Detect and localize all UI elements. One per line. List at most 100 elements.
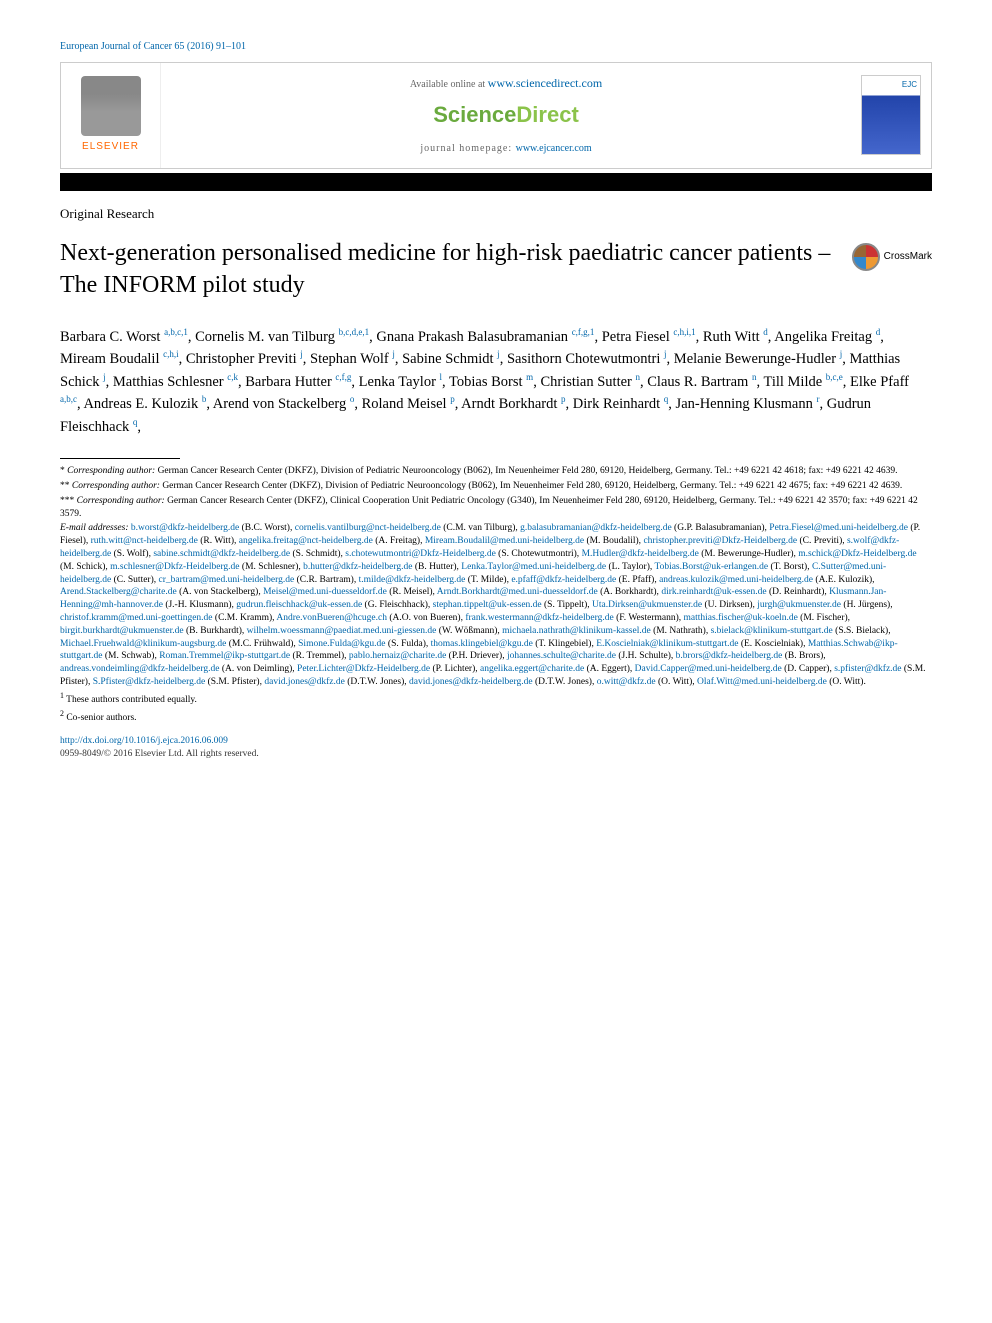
author[interactable]: Cornelis M. van Tilburg b,c,d,e,1 bbox=[195, 329, 369, 345]
email-link[interactable]: b.brors@dkfz-heidelberg.de bbox=[676, 651, 783, 661]
header-center: Available online at www.sciencedirect.co… bbox=[161, 63, 851, 168]
elsevier-label: ELSEVIER bbox=[82, 140, 139, 154]
email-link[interactable]: s.pfister@dkfz.de bbox=[834, 664, 901, 674]
email-link[interactable]: johannes.schulte@charite.de bbox=[507, 651, 616, 661]
author[interactable]: Barbara C. Worst a,b,c,1 bbox=[60, 329, 188, 345]
author[interactable]: Stephan Wolf j bbox=[310, 351, 395, 367]
email-link[interactable]: andreas.kulozik@med.uni-heidelberg.de bbox=[659, 575, 813, 585]
email-link[interactable]: dirk.reinhardt@uk-essen.de bbox=[661, 587, 766, 597]
email-link[interactable]: t.milde@dkfz-heidelberg.de bbox=[359, 575, 466, 585]
email-link[interactable]: michaela.nathrath@klinikum-kassel.de bbox=[502, 626, 651, 636]
divider-bar bbox=[60, 173, 932, 191]
author[interactable]: Tobias Borst m bbox=[449, 374, 533, 390]
homepage-link[interactable]: www.ejcancer.com bbox=[516, 143, 592, 154]
email-link[interactable]: angelika.freitag@nct-heidelberg.de bbox=[239, 536, 373, 546]
emails-block: E-mail addresses: b.worst@dkfz-heidelber… bbox=[60, 522, 932, 689]
author[interactable]: Melanie Bewerunge-Hudler j bbox=[674, 351, 842, 367]
author[interactable]: Claus R. Bartram n bbox=[647, 374, 756, 390]
email-link[interactable]: Uta.Dirksen@ukmuenster.de bbox=[592, 600, 702, 610]
email-link[interactable]: s.bielack@klinikum-stuttgart.de bbox=[711, 626, 833, 636]
email-link[interactable]: matthias.fischer@uk-koeln.de bbox=[684, 613, 798, 623]
email-link[interactable]: pablo.hernaiz@charite.de bbox=[349, 651, 446, 661]
author[interactable]: Ruth Witt d bbox=[703, 329, 768, 345]
email-link[interactable]: christopher.previti@Dkfz-Heidelberg.de bbox=[643, 536, 797, 546]
journal-cover[interactable] bbox=[851, 63, 931, 168]
email-link[interactable]: cr_bartram@med.uni-heidelberg.de bbox=[159, 575, 295, 585]
footnotes-divider bbox=[60, 458, 180, 459]
email-link[interactable]: Tobias.Borst@uk-erlangen.de bbox=[654, 562, 768, 572]
email-link[interactable]: ruth.witt@nct-heidelberg.de bbox=[91, 536, 198, 546]
author[interactable]: Christian Sutter n bbox=[540, 374, 640, 390]
email-link[interactable]: Simone.Fulda@kgu.de bbox=[298, 639, 385, 649]
elsevier-logo[interactable]: ELSEVIER bbox=[61, 63, 161, 168]
author[interactable]: Petra Fiesel c,h,i,1 bbox=[602, 329, 696, 345]
authors-list: Barbara C. Worst a,b,c,1, Cornelis M. va… bbox=[60, 326, 932, 438]
email-link[interactable]: s.chotewutmontri@Dkfz-Heidelberg.de bbox=[345, 549, 496, 559]
email-link[interactable]: e.pfaff@dkfz-heidelberg.de bbox=[511, 575, 616, 585]
email-link[interactable]: david.jones@dkfz.de bbox=[264, 677, 345, 687]
email-link[interactable]: S.Pfister@dkfz-heidelberg.de bbox=[93, 677, 206, 687]
author[interactable]: Arndt Borkhardt p bbox=[461, 396, 565, 412]
email-link[interactable]: b.hutter@dkfz-heidelberg.de bbox=[303, 562, 412, 572]
author[interactable]: Miream Boudalil c,h,i bbox=[60, 351, 179, 367]
author[interactable]: Andreas E. Kulozik b bbox=[83, 396, 206, 412]
author[interactable]: Dirk Reinhardt q bbox=[573, 396, 669, 412]
email-link[interactable]: Peter.Lichter@Dkfz-Heidelberg.de bbox=[297, 664, 430, 674]
email-link[interactable]: Arndt.Borkhardt@med.uni-duesseldorf.de bbox=[437, 587, 598, 597]
author[interactable]: Gnana Prakash Balasubramanian c,f,g,1 bbox=[376, 329, 594, 345]
author[interactable]: Sabine Schmidt j bbox=[402, 351, 500, 367]
email-link[interactable]: M.Hudler@dkfz-heidelberg.de bbox=[582, 549, 699, 559]
author[interactable]: Arend von Stackelberg o bbox=[213, 396, 355, 412]
email-link[interactable]: angelika.eggert@charite.de bbox=[480, 664, 584, 674]
email-link[interactable]: Lenka.Taylor@med.uni-heidelberg.de bbox=[461, 562, 606, 572]
crossmark-badge[interactable]: CrossMark bbox=[852, 243, 932, 271]
author[interactable]: Barbara Hutter c,f,g bbox=[245, 374, 351, 390]
email-link[interactable]: sabine.schmidt@dkfz-heidelberg.de bbox=[153, 549, 290, 559]
email-link[interactable]: Roman.Tremmel@ikp-stuttgart.de bbox=[159, 651, 290, 661]
author[interactable]: Matthias Schlesner c,k bbox=[113, 374, 238, 390]
sciencedirect-link[interactable]: www.sciencedirect.com bbox=[488, 76, 603, 90]
email-link[interactable]: Olaf.Witt@med.uni-heidelberg.de bbox=[697, 677, 827, 687]
email-link[interactable]: Meisel@med.uni-duesseldorf.de bbox=[263, 587, 387, 597]
crossmark-icon bbox=[852, 243, 880, 271]
email-link[interactable]: b.worst@dkfz-heidelberg.de bbox=[131, 523, 239, 533]
email-link[interactable]: Petra.Fiesel@med.uni-heidelberg.de bbox=[769, 523, 908, 533]
email-link[interactable]: Michael.Fruehwald@klinikum-augsburg.de bbox=[60, 639, 226, 649]
author[interactable]: Lenka Taylor l bbox=[359, 374, 442, 390]
doi-link[interactable]: http://dx.doi.org/10.1016/j.ejca.2016.06… bbox=[60, 736, 228, 746]
email-link[interactable]: stephan.tippelt@uk-essen.de bbox=[433, 600, 542, 610]
corresponding-note: * Corresponding author: German Cancer Re… bbox=[60, 465, 932, 478]
email-link[interactable]: birgit.burkhardt@ukmuenster.de bbox=[60, 626, 184, 636]
author[interactable]: Christopher Previti j bbox=[186, 351, 303, 367]
footnotes: * Corresponding author: German Cancer Re… bbox=[60, 465, 932, 725]
available-online: Available online at www.sciencedirect.co… bbox=[161, 75, 851, 92]
sciencedirect-logo[interactable]: ScienceDirect bbox=[161, 100, 851, 131]
email-link[interactable]: thomas.klingebiel@kgu.de bbox=[431, 639, 533, 649]
email-link[interactable]: christof.kramm@med.uni-goettingen.de bbox=[60, 613, 213, 623]
email-link[interactable]: g.balasubramanian@dkfz-heidelberg.de bbox=[520, 523, 672, 533]
email-link[interactable]: wilhelm.woessmann@paediat.med.uni-giesse… bbox=[247, 626, 437, 636]
author[interactable]: Sasithorn Chotewutmontri j bbox=[507, 351, 667, 367]
email-link[interactable]: Andre.vonBueren@hcuge.ch bbox=[276, 613, 387, 623]
author[interactable]: Roland Meisel p bbox=[362, 396, 455, 412]
sd-science: Science bbox=[433, 102, 516, 127]
email-link[interactable]: cornelis.vantilburg@nct-heidelberg.de bbox=[295, 523, 441, 533]
header-box: ELSEVIER Available online at www.science… bbox=[60, 62, 932, 169]
article-title: Next-generation personalised medicine fo… bbox=[60, 237, 832, 302]
author[interactable]: Till Milde b,c,e bbox=[763, 374, 842, 390]
email-link[interactable]: o.witt@dkfz.de bbox=[597, 677, 656, 687]
email-link[interactable]: david.jones@dkfz-heidelberg.de bbox=[409, 677, 533, 687]
email-link[interactable]: jurgh@ukmuenster.de bbox=[757, 600, 841, 610]
email-link[interactable]: gudrun.fleischhack@uk-essen.de bbox=[236, 600, 362, 610]
email-link[interactable]: frank.westermann@dkfz-heidelberg.de bbox=[465, 613, 613, 623]
email-link[interactable]: m.schlesner@Dkfz-Heidelberg.de bbox=[110, 562, 239, 572]
email-link[interactable]: andreas.vondeimling@dkfz-heidelberg.de bbox=[60, 664, 219, 674]
email-link[interactable]: E.Koscielniak@klinikum-stuttgart.de bbox=[596, 639, 738, 649]
email-link[interactable]: Miream.Boudalil@med.uni-heidelberg.de bbox=[425, 536, 584, 546]
author[interactable]: Jan-Henning Klusmann r bbox=[676, 396, 820, 412]
email-link[interactable]: m.schick@Dkfz-Heidelberg.de bbox=[798, 549, 916, 559]
author[interactable]: Angelika Freitag d bbox=[774, 329, 880, 345]
email-link[interactable]: David.Capper@med.uni-heidelberg.de bbox=[635, 664, 782, 674]
email-link[interactable]: Arend.Stackelberg@charite.de bbox=[60, 587, 177, 597]
corresponding-note: *** Corresponding author: German Cancer … bbox=[60, 495, 932, 521]
